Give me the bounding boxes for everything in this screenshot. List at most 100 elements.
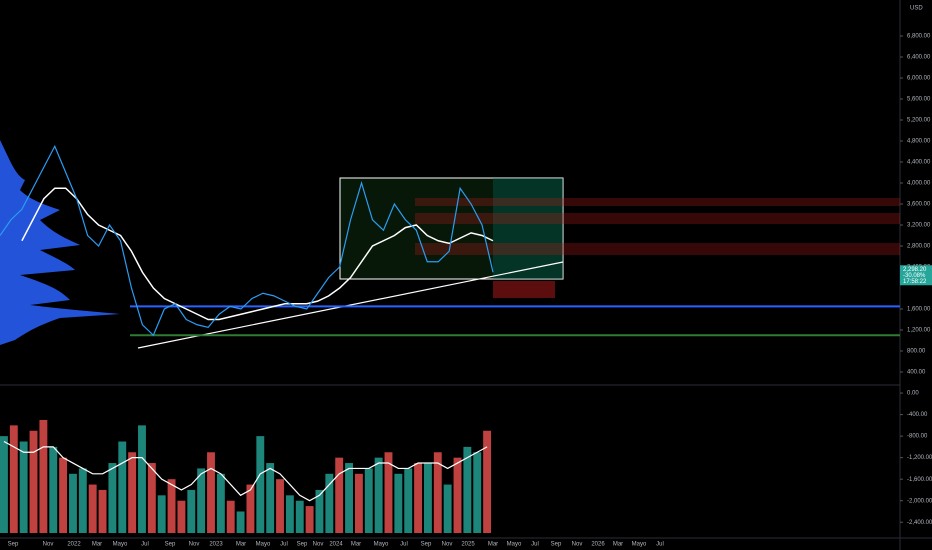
y-tick-label: 1,200.00 <box>907 328 931 334</box>
x-tick-label: Nov <box>313 542 324 548</box>
y-tick-label: 4,000.00 <box>907 181 931 187</box>
resistance-zone <box>415 243 900 255</box>
histogram-bar <box>187 489 196 533</box>
x-tick-label: Sep <box>297 542 308 548</box>
histogram-bar <box>29 430 38 533</box>
x-tick-label: Mayo <box>632 542 647 548</box>
histogram-bar <box>78 468 87 533</box>
histogram-bar <box>236 511 245 533</box>
x-tick-label: 2024 <box>329 542 343 548</box>
resistance-zone <box>415 213 900 224</box>
y-tick-label: 5,200.00 <box>907 118 931 124</box>
currency-label: USD <box>910 6 923 12</box>
y-tick-label: -1,200.00 <box>907 455 932 461</box>
histogram-bar <box>49 446 58 533</box>
y-tick-label: 400.00 <box>907 370 926 376</box>
price-tag-value: 2,298.20 <box>903 267 927 273</box>
x-tick-label: Mar <box>351 542 361 548</box>
histogram-bar <box>98 489 107 533</box>
x-tick-label: Mayo <box>507 542 522 548</box>
x-tick-label: Sep <box>8 542 19 548</box>
x-tick-label: Mar <box>488 542 498 548</box>
x-tick-label: Mar <box>92 542 102 548</box>
x-tick-label: Sep <box>551 542 562 548</box>
histogram-bar <box>167 479 176 533</box>
histogram-bar <box>39 419 48 533</box>
trend-line <box>137 261 564 349</box>
histogram-bar <box>128 452 137 533</box>
moving-average <box>21 187 494 321</box>
histogram-bar <box>207 452 215 533</box>
histogram-bar <box>315 489 324 533</box>
y-tick-label: 3,200.00 <box>907 223 931 229</box>
histogram-bar <box>463 446 472 533</box>
histogram-bar <box>226 500 235 533</box>
x-tick-label: Jul <box>141 542 149 548</box>
histogram-bar <box>374 457 383 533</box>
histogram-bar <box>197 468 206 533</box>
histogram-bar <box>276 479 284 533</box>
histogram-bar <box>423 463 432 533</box>
histogram-bar <box>285 495 294 533</box>
histogram-bar <box>266 463 275 533</box>
x-tick-label: Nov <box>189 542 200 548</box>
x-tick-label: Nov <box>442 542 453 548</box>
histogram-bar <box>384 452 393 533</box>
histogram-bar <box>354 473 363 533</box>
histogram-bar <box>335 457 344 533</box>
histogram-bar <box>59 457 68 533</box>
x-tick-label: 2022 <box>67 542 81 548</box>
x-tick-label: Sep <box>421 542 432 548</box>
y-tick-label: 4,800.00 <box>907 139 931 145</box>
y-tick-label: 6,400.00 <box>907 55 931 61</box>
y-tick-label: -800.00 <box>907 434 928 440</box>
resistance-zone <box>415 198 900 206</box>
target-zone <box>493 178 563 279</box>
y-tick-label: -2,400.00 <box>907 520 932 526</box>
price-tag-timer: 17:58:22 <box>903 279 927 285</box>
x-tick-label: Jul <box>280 542 288 548</box>
y-tick-label: 800.00 <box>907 349 926 355</box>
x-tick-label: 2023 <box>209 542 223 548</box>
y-tick-label: 2,800.00 <box>907 244 931 250</box>
x-tick-label: Jul <box>531 542 539 548</box>
x-tick-label: Mar <box>236 542 246 548</box>
x-tick-label: Nov <box>572 542 583 548</box>
histogram-bar <box>147 463 156 533</box>
price-line <box>0 144 494 337</box>
histogram-bar <box>118 441 127 533</box>
histogram-bar <box>443 484 452 533</box>
histogram-bar <box>177 500 186 533</box>
y-tick-label: -1,600.00 <box>907 477 932 483</box>
histogram-bar <box>433 452 442 533</box>
y-tick-label: 6,000.00 <box>907 76 931 82</box>
y-tick-label: -400.00 <box>907 412 928 418</box>
y-tick-label: 4,400.00 <box>907 160 931 166</box>
range-box <box>339 177 564 280</box>
histogram-bar <box>0 436 8 533</box>
histogram-bar <box>325 473 334 533</box>
price-tag-change: -30.08% <box>903 273 926 279</box>
histogram-bar <box>19 441 28 533</box>
histogram-bar <box>157 495 166 533</box>
indicator-line <box>3 440 488 502</box>
x-tick-label: Mayo <box>113 542 128 548</box>
x-tick-label: Jul <box>400 542 408 548</box>
histogram-bar <box>404 468 413 533</box>
y-tick-label: 6,800.00 <box>907 34 931 40</box>
histogram-bar <box>295 500 304 533</box>
x-tick-label: Sep <box>165 542 176 548</box>
histogram-bar <box>9 425 18 533</box>
x-tick-label: Mar <box>613 542 623 548</box>
x-tick-label: 2025 <box>461 542 475 548</box>
histogram-bar <box>364 468 373 533</box>
x-tick-label: Mayo <box>256 542 271 548</box>
volume-profile <box>0 140 120 345</box>
histogram-bar <box>108 463 117 533</box>
histogram-bar <box>88 484 97 533</box>
histogram-bar <box>473 452 482 533</box>
histogram-bar <box>394 473 403 533</box>
price-tag <box>900 265 932 286</box>
